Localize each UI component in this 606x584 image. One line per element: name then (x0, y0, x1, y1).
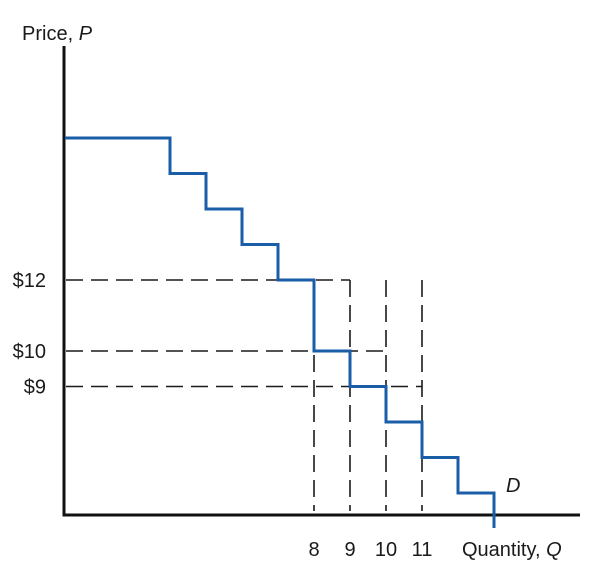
y-tick-label: $12 (13, 270, 46, 292)
x-tick-label: 11 (412, 539, 433, 561)
y-tick-label: $9 (24, 377, 46, 399)
x-tick-label: 8 (308, 539, 319, 561)
y-tick-label: $10 (13, 341, 46, 363)
series-group (65, 136, 496, 528)
demand-curve-label: D (506, 475, 520, 497)
x-axis-label: Quantity, Q (462, 539, 562, 561)
y-axis-label: Price, P (22, 23, 93, 45)
tick-labels: $12 $10 $9 8 9 10 11 (13, 270, 433, 561)
guide-lines (66, 279, 423, 511)
x-tick-label: 9 (344, 539, 355, 561)
x-tick-label: 10 (375, 539, 397, 561)
demand-step-line (65, 136, 496, 528)
